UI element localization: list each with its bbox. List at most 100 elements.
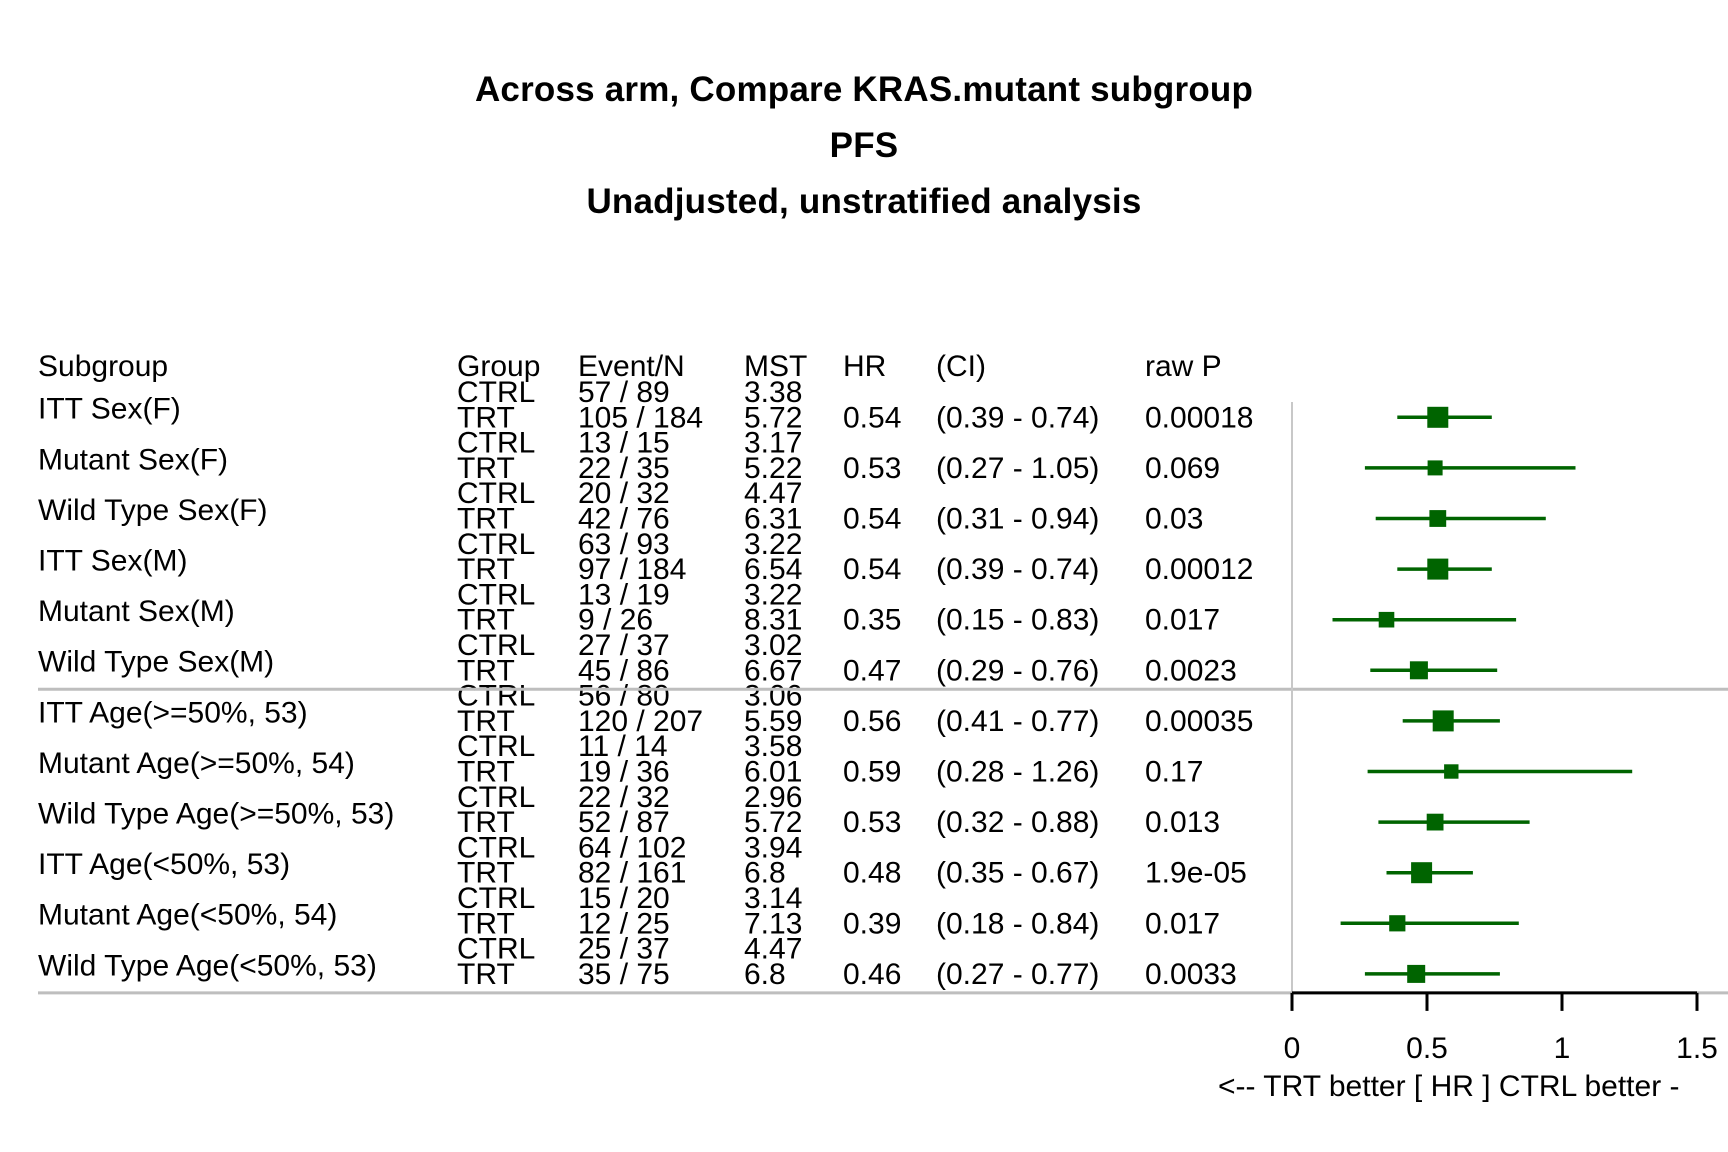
mst-trt: 5.59 bbox=[744, 705, 802, 738]
x-axis-tick-label: 0 bbox=[1284, 1032, 1301, 1065]
chart-subtitle-analysis: Unadjusted, unstratified analysis bbox=[586, 182, 1142, 221]
event-n-trt: 97 / 184 bbox=[578, 553, 686, 586]
table-row: Mutant Sex(F) CTRL 13 / 15 3.17 TRT 22 / 35 5.… bbox=[38, 427, 1220, 485]
hr-point-marker bbox=[1432, 710, 1454, 732]
group-label-ctrl: CTRL bbox=[457, 680, 535, 713]
group-label-ctrl: CTRL bbox=[457, 629, 535, 662]
hr-point-marker bbox=[1427, 406, 1449, 428]
ci-value: (0.32 - 0.88) bbox=[936, 806, 1099, 839]
event-n-trt: 45 / 86 bbox=[578, 654, 670, 687]
mst-trt: 7.13 bbox=[744, 907, 802, 940]
subgroup-label: Mutant Sex(M) bbox=[38, 595, 235, 628]
event-n-trt: 35 / 75 bbox=[578, 958, 670, 991]
group-label-trt: TRT bbox=[457, 654, 515, 687]
mst-ctrl: 3.22 bbox=[744, 528, 802, 561]
event-n-ctrl: 13 / 19 bbox=[578, 578, 670, 611]
hr-value: 0.54 bbox=[843, 553, 901, 586]
group-label-trt: TRT bbox=[457, 958, 515, 991]
mst-trt: 6.8 bbox=[744, 857, 786, 890]
mst-trt: 6.67 bbox=[744, 654, 802, 687]
hr-point-marker bbox=[1407, 964, 1426, 983]
header-hr: HR bbox=[843, 350, 886, 383]
event-n-trt: 52 / 87 bbox=[578, 806, 670, 839]
table-row: ITT Sex(M) CTRL 63 / 93 3.22 TRT 97 / 184 6.54… bbox=[38, 528, 1253, 586]
hr-value: 0.47 bbox=[843, 654, 901, 687]
event-n-ctrl: 63 / 93 bbox=[578, 528, 670, 561]
group-label-ctrl: CTRL bbox=[457, 427, 535, 460]
group-label-ctrl: CTRL bbox=[457, 933, 535, 966]
mst-trt: 8.31 bbox=[744, 604, 802, 637]
hr-point-marker bbox=[1411, 862, 1433, 884]
p-value: 0.0033 bbox=[1145, 958, 1237, 991]
group-label-ctrl: CTRL bbox=[457, 578, 535, 611]
hr-point-marker bbox=[1444, 764, 1459, 779]
ci-value: (0.29 - 0.76) bbox=[936, 654, 1099, 687]
hr-point-marker bbox=[1427, 460, 1443, 476]
p-value: 0.0023 bbox=[1145, 654, 1237, 687]
plot-area bbox=[1291, 402, 1633, 993]
p-value: 1.9e-05 bbox=[1145, 857, 1247, 890]
mst-ctrl: 4.47 bbox=[744, 477, 802, 510]
ci-value: (0.27 - 0.77) bbox=[936, 958, 1099, 991]
hr-point-marker bbox=[1378, 611, 1395, 628]
header-ci: (CI) bbox=[936, 350, 986, 383]
subgroup-label: ITT Sex(M) bbox=[38, 545, 187, 578]
event-n-ctrl: 57 / 89 bbox=[578, 376, 670, 409]
subgroup-label: ITT Age(<50%, 53) bbox=[38, 848, 290, 881]
subgroup-label: Wild Type Age(>=50%, 53) bbox=[38, 798, 394, 831]
hr-point-marker bbox=[1409, 661, 1428, 680]
p-value: 0.00012 bbox=[1145, 553, 1253, 586]
group-label-trt: TRT bbox=[457, 401, 515, 434]
p-value: 0.017 bbox=[1145, 907, 1220, 940]
subgroup-label: ITT Age(>=50%, 53) bbox=[38, 696, 308, 729]
header-event-n: Event/N bbox=[578, 350, 685, 383]
group-label-trt: TRT bbox=[457, 604, 515, 637]
ci-value: (0.41 - 0.77) bbox=[936, 705, 1099, 738]
mst-ctrl: 2.96 bbox=[744, 781, 802, 814]
event-n-trt: 42 / 76 bbox=[578, 503, 670, 536]
x-axis-tick-label: 0.5 bbox=[1406, 1032, 1448, 1065]
table-row: ITT Sex(F) CTRL 57 / 89 3.38 TRT 105 / 184 5.7… bbox=[38, 376, 1253, 434]
hr-point-marker bbox=[1426, 813, 1444, 831]
event-n-ctrl: 56 / 80 bbox=[578, 680, 670, 713]
event-n-trt: 105 / 184 bbox=[578, 401, 703, 434]
event-n-ctrl: 64 / 102 bbox=[578, 831, 686, 864]
event-n-trt: 19 / 36 bbox=[578, 756, 670, 789]
mst-ctrl: 3.58 bbox=[744, 730, 802, 763]
event-n-ctrl: 27 / 37 bbox=[578, 629, 670, 662]
p-value: 0.00035 bbox=[1145, 705, 1253, 738]
hr-point-marker bbox=[1427, 558, 1449, 580]
subgroup-label: Wild Type Sex(F) bbox=[38, 494, 268, 527]
mst-ctrl: 3.22 bbox=[744, 578, 802, 611]
group-label-trt: TRT bbox=[457, 553, 515, 586]
hr-value: 0.54 bbox=[843, 503, 901, 536]
table-row: Wild Type Sex(F) CTRL 20 / 32 4.47 TRT 42 / 7… bbox=[38, 477, 1203, 535]
header-subgroup: Subgroup bbox=[38, 350, 168, 383]
group-label-ctrl: CTRL bbox=[457, 781, 535, 814]
header-mst: MST bbox=[744, 350, 807, 383]
mst-trt: 5.72 bbox=[744, 806, 802, 839]
p-value: 0.00018 bbox=[1145, 401, 1253, 434]
p-value: 0.017 bbox=[1145, 604, 1220, 637]
mst-ctrl: 3.14 bbox=[744, 882, 802, 915]
event-n-ctrl: 20 / 32 bbox=[578, 477, 670, 510]
hr-value: 0.35 bbox=[843, 604, 901, 637]
table-row: ITT Age(>=50%, 53) CTRL 56 / 80 3.06 TRT 120 … bbox=[38, 680, 1253, 738]
hr-value: 0.39 bbox=[843, 907, 901, 940]
hr-value: 0.56 bbox=[843, 705, 901, 738]
ci-value: (0.35 - 0.67) bbox=[936, 857, 1099, 890]
ci-value: (0.39 - 0.74) bbox=[936, 401, 1099, 434]
ci-value: (0.27 - 1.05) bbox=[936, 452, 1099, 485]
mst-ctrl: 3.94 bbox=[744, 831, 802, 864]
chart-title-block: Across arm, Compare KRAS.mutant subgroup… bbox=[0, 62, 1728, 230]
group-label-ctrl: CTRL bbox=[457, 528, 535, 561]
ci-value: (0.15 - 0.83) bbox=[936, 604, 1099, 637]
mst-trt: 6.54 bbox=[744, 553, 802, 586]
p-value: 0.03 bbox=[1145, 503, 1203, 536]
group-label-trt: TRT bbox=[457, 503, 515, 536]
mst-ctrl: 3.02 bbox=[744, 629, 802, 662]
group-label-trt: TRT bbox=[457, 857, 515, 890]
subgroup-label: Wild Type Age(<50%, 53) bbox=[38, 949, 377, 982]
column-headers: Subgroup Group Event/N MST HR (CI) raw P bbox=[38, 350, 1222, 383]
